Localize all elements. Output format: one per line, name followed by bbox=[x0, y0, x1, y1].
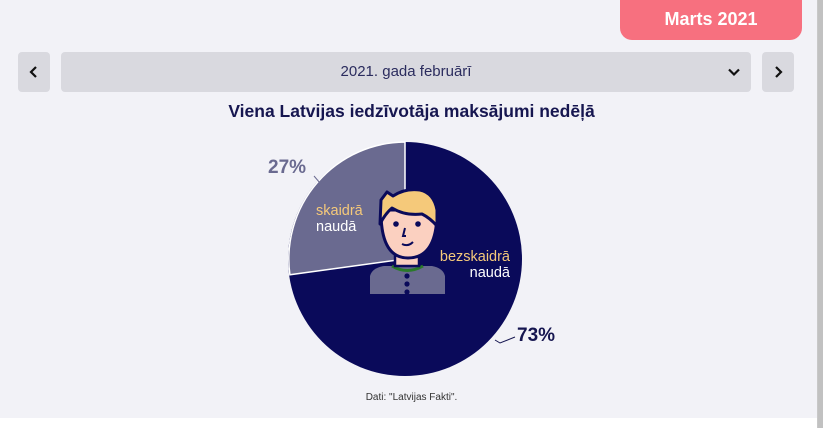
slice-label-cashless: bezskaidrā naudā bbox=[432, 249, 510, 281]
chevron-left-icon bbox=[29, 66, 37, 78]
month-tab-label: Marts 2021 bbox=[664, 9, 758, 29]
month-tab[interactable]: Marts 2021 bbox=[620, 0, 802, 40]
chevron-down-icon bbox=[728, 68, 740, 77]
scrollbar-thumb[interactable] bbox=[818, 0, 823, 428]
period-select[interactable]: 2021. gada februārī bbox=[61, 52, 751, 92]
person-icon bbox=[370, 188, 445, 295]
chart-title: Viena Latvijas iedzīvotāja maksājumi ned… bbox=[228, 101, 595, 121]
pie-label-cashless-percent: 73% bbox=[517, 325, 556, 346]
chevron-right-icon bbox=[775, 66, 783, 78]
pie-slice-cash bbox=[288, 141, 406, 276]
data-source-note: Dati: "Latvijas Fakti". bbox=[365, 392, 458, 403]
slice-label-cash-line2: naudā bbox=[316, 219, 357, 235]
slice-label-cashless-line1: bezskaidrā bbox=[439, 249, 510, 265]
slice-label-cashless-line2: naudā bbox=[469, 265, 510, 281]
next-period-button[interactable] bbox=[762, 52, 794, 92]
slice-label-cash: skaidrā naudā bbox=[316, 203, 363, 235]
leader-line-cash bbox=[313, 175, 321, 184]
leader-line-cashless bbox=[494, 336, 516, 344]
period-select-value: 2021. gada februārī bbox=[340, 63, 472, 80]
previous-period-button[interactable] bbox=[18, 52, 50, 92]
pie-label-cash-percent: 27% bbox=[268, 157, 307, 178]
slice-label-cash-line1: skaidrā bbox=[316, 203, 363, 219]
